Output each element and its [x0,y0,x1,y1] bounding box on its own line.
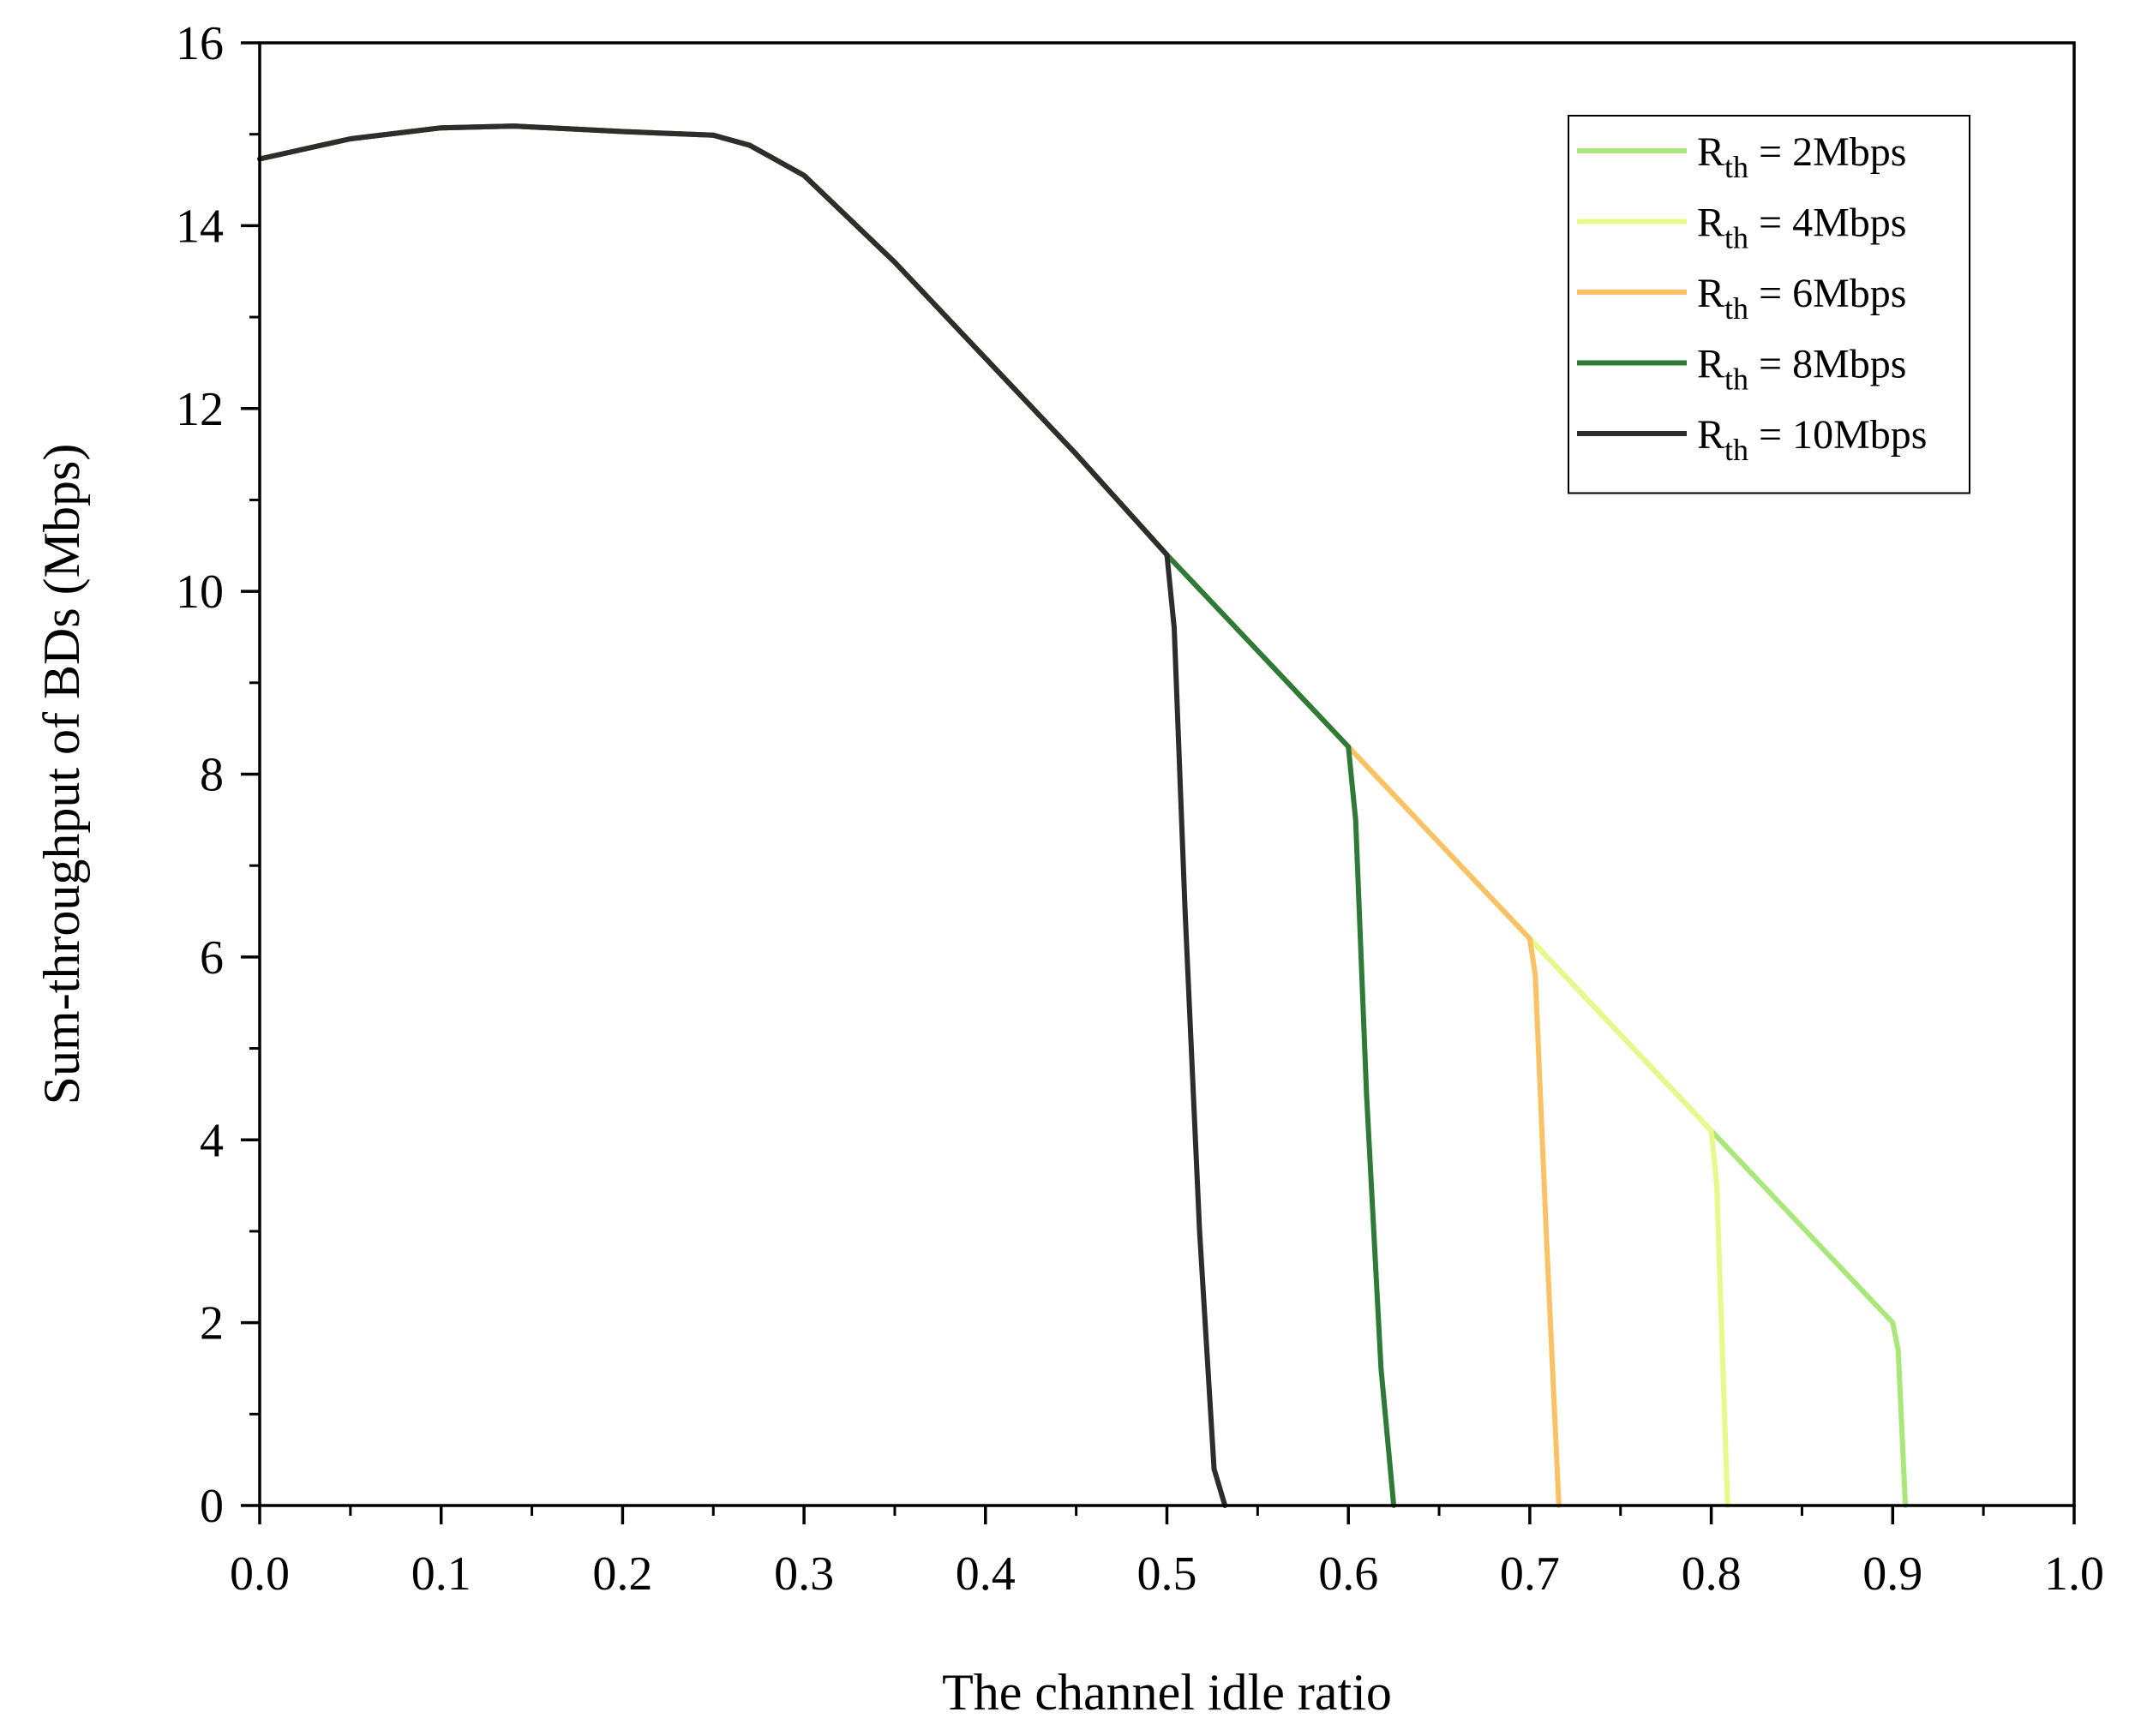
y-tick-label: 0 [200,1480,224,1533]
y-tick-label: 6 [200,931,224,985]
series-line-3 [257,123,1562,1508]
x-tick-label: 0.8 [1682,1547,1742,1601]
tick-labels-layer: 0.0 0.1 0.2 0.3 0.4 0.5 0.6 0.7 0.8 0.9 1.0 0 2 4 6 8 10… [176,17,2104,1601]
x-tick-label: 0.9 [1862,1547,1922,1601]
legend-label-1: Rth = 2Mbps [1697,129,1906,184]
legend-label-2: Rth = 4Mbps [1697,201,1906,255]
legend: Rth = 2Mbps Rth = 4Mbps Rth = 6Mbps Rth = 8… [1568,115,1970,494]
ticks-layer [241,41,2076,1524]
legend-label-3: Rth = 6Mbps [1697,271,1906,326]
y-tick-label: 8 [200,749,224,802]
x-tick-label: 0.3 [774,1547,834,1601]
x-tick-label: 0.1 [411,1547,471,1601]
x-tick-label: 0.0 [230,1547,290,1601]
y-tick-label: 4 [200,1114,224,1167]
x-tick-label: 0.2 [592,1547,652,1601]
x-tick-label: 0.7 [1500,1547,1560,1601]
x-tick-label: 0.6 [1318,1547,1378,1601]
legend-box [1568,115,1970,494]
x-tick-label: 0.4 [956,1547,1016,1601]
y-tick-label: 16 [176,17,224,70]
series-layer [257,123,1909,1508]
series-line-5 [257,123,1228,1508]
legend-label-5: Rth = 10Mbps [1697,412,1927,467]
series-line-4 [257,123,1397,1508]
y-tick-label: 2 [200,1297,224,1350]
y-tick-label: 12 [176,383,224,436]
y-tick-label: 14 [176,200,224,253]
y-axis-title: Sum-throughput of BDs (Mbps) [33,444,90,1105]
x-tick-label: 0.5 [1137,1547,1197,1601]
legend-label-4: Rth = 8Mbps [1697,342,1906,397]
series-line-2 [257,123,1730,1508]
x-axis-title: The channel idle ratio [942,1664,1392,1721]
x-tick-label: 1.0 [2044,1547,2104,1601]
y-tick-label: 10 [176,566,224,619]
